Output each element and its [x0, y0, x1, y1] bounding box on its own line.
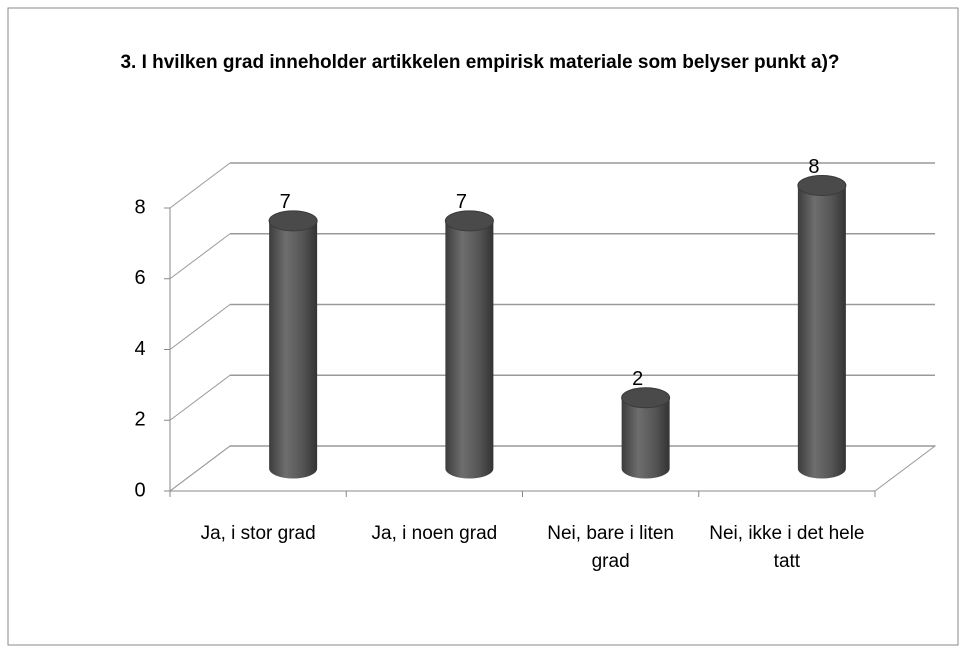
bar-top	[621, 387, 671, 409]
y-tick-label: 6	[134, 267, 145, 289]
value-label: 7	[280, 191, 291, 213]
bar-top	[797, 175, 847, 196]
x-tick-label: Ja, i stor grad	[200, 523, 316, 544]
chart-title: 3. I hvilken grad inneholder artikkelen …	[120, 52, 840, 73]
y-tick-label: 4	[134, 338, 145, 360]
grid-line	[169, 162, 231, 209]
value-label: 7	[456, 191, 467, 213]
value-label: 2	[632, 368, 643, 390]
chart-border	[7, 7, 959, 646]
value-label: 8	[808, 156, 819, 178]
x-tick-label: Nei, ikke i det hele tatt	[709, 523, 865, 572]
y-tick-label: 0	[134, 479, 145, 501]
bar	[445, 220, 494, 479]
bar	[269, 220, 318, 479]
bar	[797, 185, 846, 479]
grid-line	[169, 445, 231, 492]
bar-top	[268, 210, 318, 232]
x-tick-label: Ja, i noen grad	[371, 523, 498, 544]
x-tick-label: Nei, bare i liten grad	[547, 523, 674, 572]
grid-line	[169, 304, 231, 350]
y-tick-label: 2	[134, 409, 145, 431]
bar	[621, 397, 670, 479]
grid-line	[169, 374, 231, 421]
bar-top	[444, 210, 494, 232]
grid-line	[169, 233, 231, 280]
y-tick-label: 8	[134, 196, 145, 218]
